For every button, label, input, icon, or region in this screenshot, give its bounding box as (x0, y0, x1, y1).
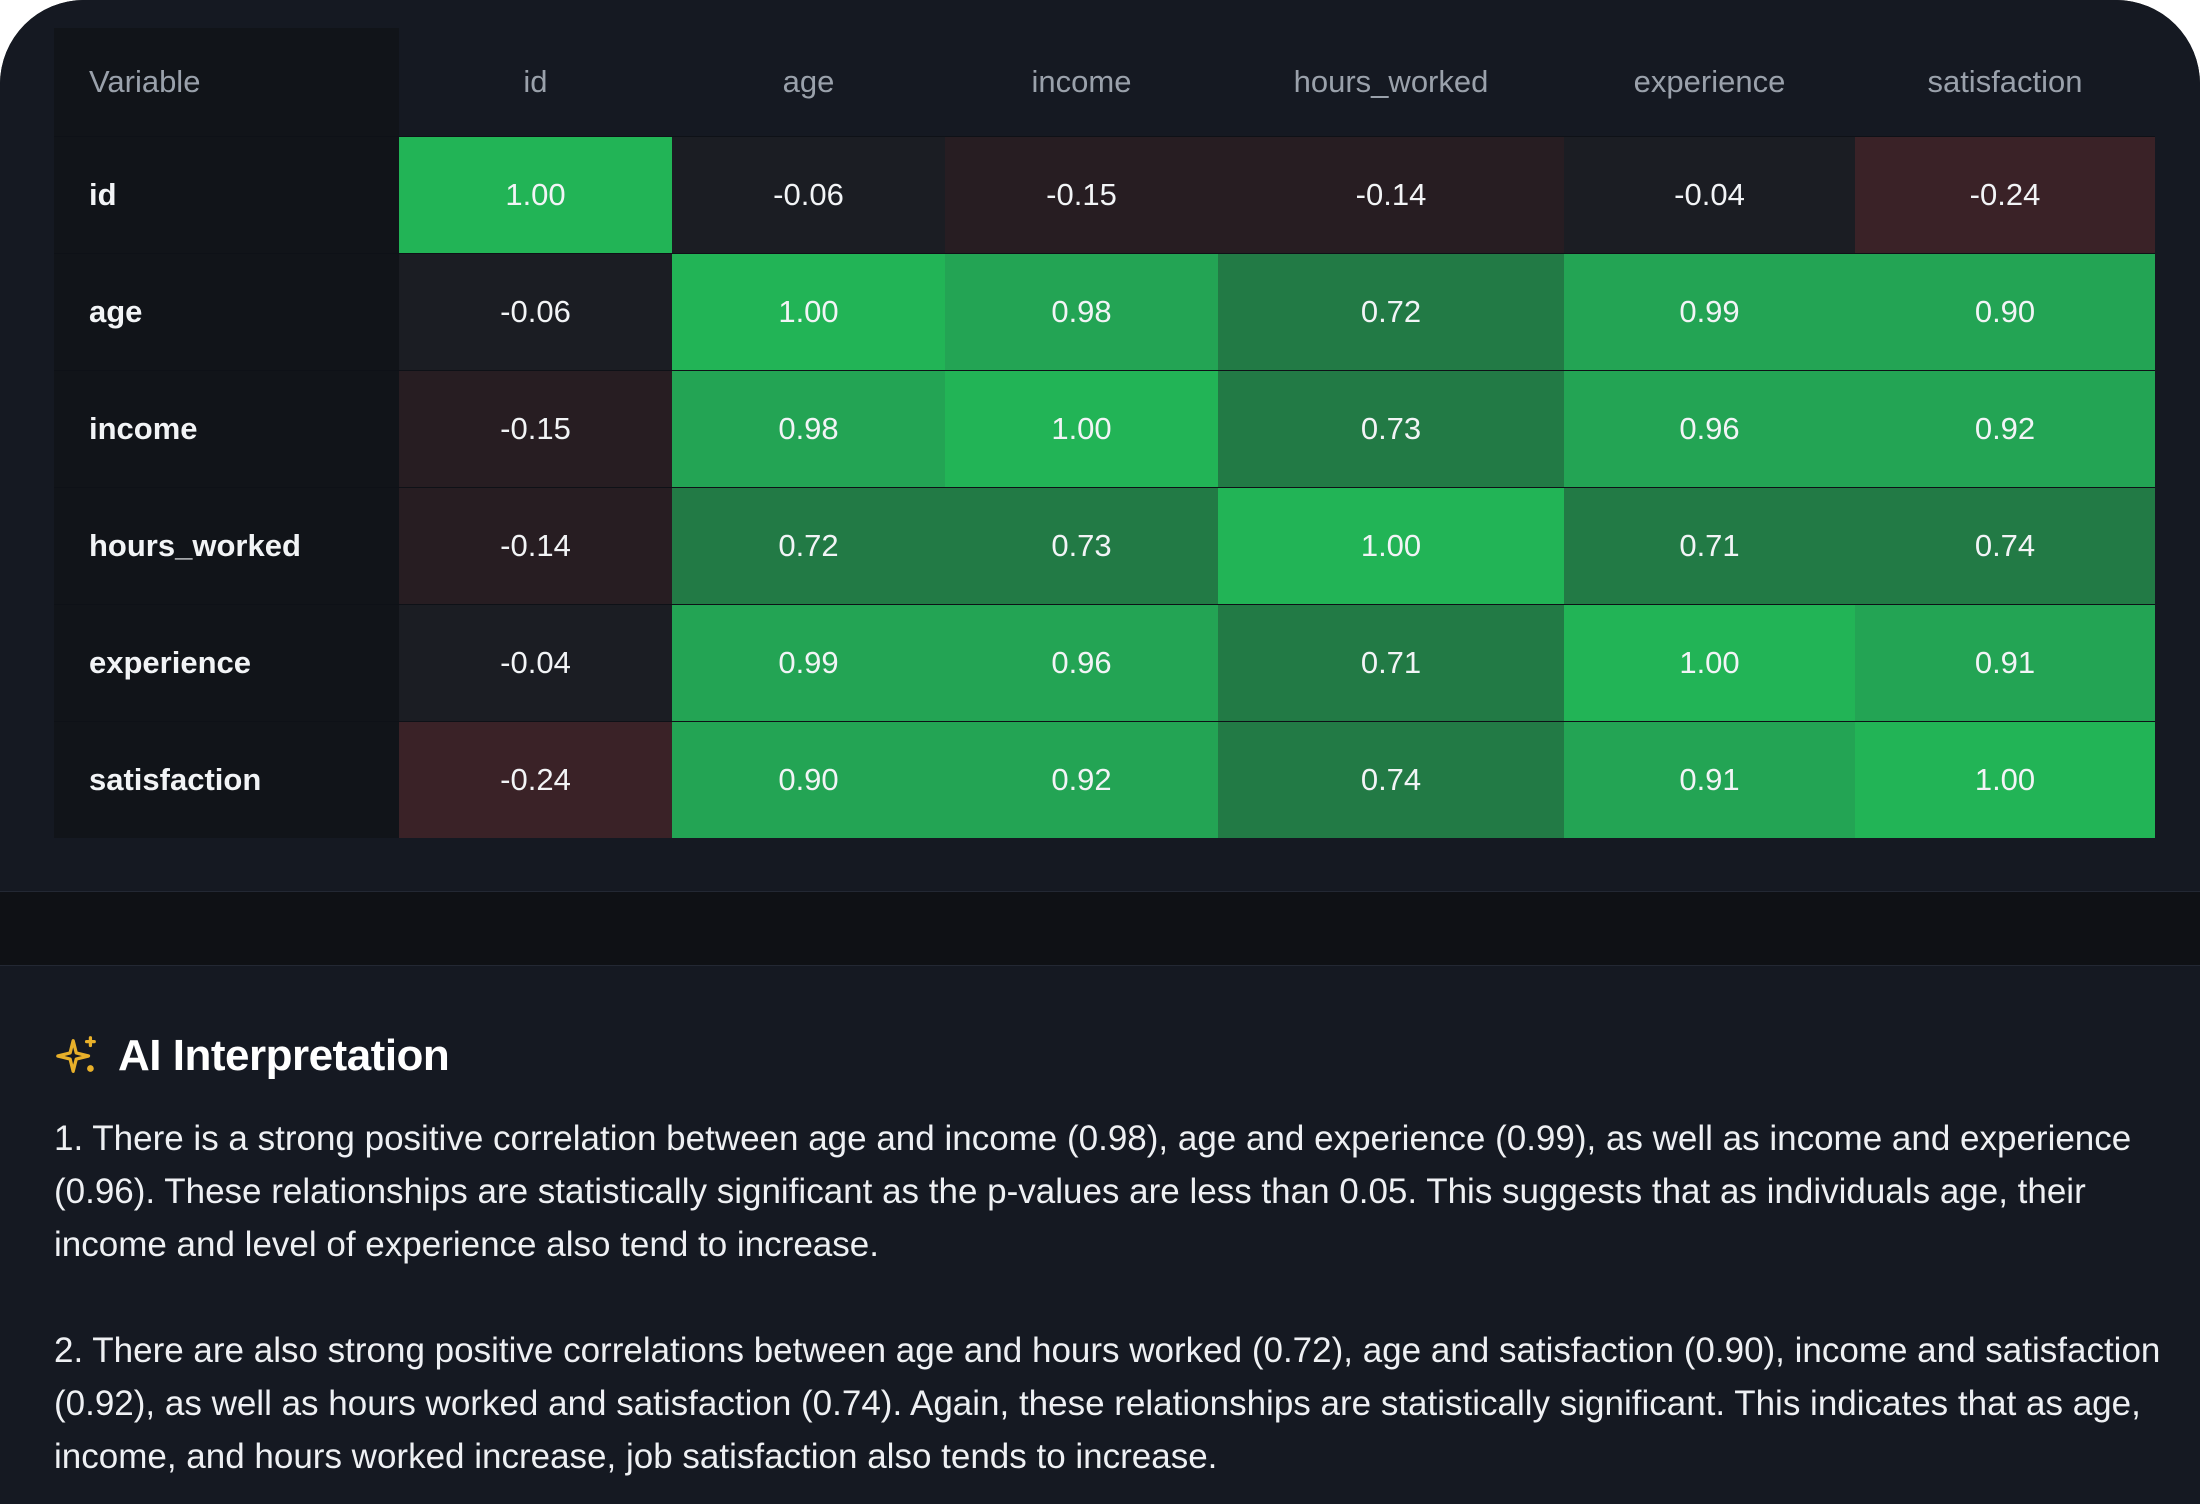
correlation-cell: 0.96 (1564, 370, 1855, 488)
correlation-cell: 0.73 (1218, 370, 1564, 488)
correlation-cell: 0.90 (1855, 253, 2155, 371)
ai-interpretation-card: AI Interpretation 1. There is a strong p… (0, 965, 2200, 1504)
table-row: satisfaction -0.24 0.90 0.92 0.74 0.91 1… (54, 721, 2155, 838)
row-label-satisfaction: satisfaction (54, 721, 399, 838)
correlation-cell: 0.96 (945, 604, 1218, 722)
column-header-experience: experience (1633, 64, 1786, 99)
correlation-cell: 0.99 (1564, 253, 1855, 371)
correlation-cell: -0.15 (945, 136, 1218, 254)
row-label-hours-worked: hours_worked (54, 487, 399, 605)
correlation-cell: -0.14 (399, 487, 672, 605)
row-label-age: age (54, 253, 399, 371)
column-header-satisfaction: satisfaction (1927, 64, 2083, 99)
correlation-cell: 0.98 (945, 253, 1218, 371)
correlation-cell: 0.92 (945, 721, 1218, 838)
table-row: income -0.15 0.98 1.00 0.73 0.96 0.92 (54, 370, 2155, 488)
row-label-id: id (54, 136, 399, 254)
correlation-cell: 1.00 (399, 136, 672, 254)
correlation-matrix-card: Variable id age income hours_worked expe… (0, 0, 2200, 892)
correlation-cell: -0.24 (1855, 136, 2155, 254)
correlation-cell: 1.00 (1564, 604, 1855, 722)
ai-interpretation-title: AI Interpretation (118, 1031, 450, 1080)
correlation-cell: -0.14 (1218, 136, 1564, 254)
correlation-cell: 0.98 (672, 370, 945, 488)
correlation-cell: 0.90 (672, 721, 945, 838)
correlation-cell: 0.74 (1855, 487, 2155, 605)
correlation-cell: 0.72 (1218, 253, 1564, 371)
correlation-cell: 1.00 (1855, 721, 2155, 838)
correlation-cell: 1.00 (672, 253, 945, 371)
variable-column-header: Variable (54, 28, 399, 137)
sparkle-dot (87, 1065, 94, 1072)
table-row: hours_worked -0.14 0.72 0.73 1.00 0.71 0… (54, 487, 2155, 605)
correlation-cell: 1.00 (945, 370, 1218, 488)
correlation-cell: 0.71 (1218, 604, 1564, 722)
correlation-cell: 0.99 (672, 604, 945, 722)
column-header-hours-worked: hours_worked (1293, 64, 1489, 99)
correlation-cell: 0.72 (672, 487, 945, 605)
header-row: Variable id age income hours_worked expe… (54, 28, 2155, 137)
correlation-cell: 1.00 (1218, 487, 1564, 605)
correlation-cell: -0.24 (399, 721, 672, 838)
column-header-income: income (1031, 64, 1132, 99)
ai-interpretation-body: 1. There is a strong positive correlatio… (54, 1112, 2164, 1504)
correlation-matrix-table: Variable id age income hours_worked expe… (54, 28, 2155, 838)
sparkle-icon (56, 1036, 96, 1073)
correlation-cell: 0.71 (1564, 487, 1855, 605)
correlation-cell: 0.73 (945, 487, 1218, 605)
correlation-cell: -0.04 (399, 604, 672, 722)
correlation-cell: -0.06 (672, 136, 945, 254)
correlation-cell: -0.15 (399, 370, 672, 488)
sparkle-large-star (56, 1039, 91, 1073)
row-label-income: income (54, 370, 399, 488)
correlation-cell: 0.91 (1855, 604, 2155, 722)
interpretation-paragraph-1: 1. There is a strong positive correlatio… (54, 1119, 2132, 1264)
correlation-cell: 0.91 (1564, 721, 1855, 838)
column-header-id: id (523, 64, 548, 99)
correlation-cell: 0.92 (1855, 370, 2155, 488)
table-row: age -0.06 1.00 0.98 0.72 0.99 0.90 (54, 253, 2155, 371)
table-row: experience -0.04 0.99 0.96 0.71 1.00 0.9… (54, 604, 2155, 722)
ai-interpretation-header: AI Interpretation (54, 1024, 450, 1088)
column-header-age: age (782, 64, 835, 99)
row-label-experience: experience (54, 604, 399, 722)
sparkle-plus (84, 1036, 96, 1048)
correlation-cell: -0.06 (399, 253, 672, 371)
interpretation-paragraph-2: 2. There are also strong positive correl… (54, 1331, 2161, 1476)
table-row: id 1.00 -0.06 -0.15 -0.14 -0.04 -0.24 (54, 136, 2155, 254)
correlation-cell: -0.04 (1564, 136, 1855, 254)
correlation-cell: 0.74 (1218, 721, 1564, 838)
